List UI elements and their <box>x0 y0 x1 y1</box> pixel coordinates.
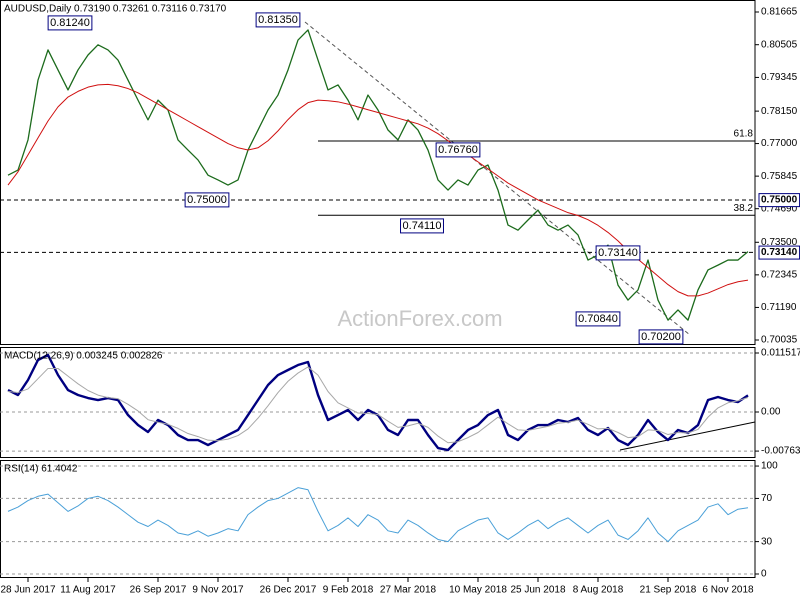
x-tick-label: 28 Jun 2017 <box>0 585 55 596</box>
watermark: ActionForex.com <box>337 306 502 331</box>
series-line <box>7 29 749 321</box>
label-box <box>435 142 481 158</box>
x-tick-label: 27 Mar 2018 <box>380 585 437 596</box>
y-tick-label: 0.00 <box>761 407 781 418</box>
price-annotation: 0.74110 <box>403 220 442 232</box>
panel-border <box>0 0 756 345</box>
y-tick-label: 0.78150 <box>761 106 798 117</box>
price-annotation: 0.70200 <box>641 331 681 343</box>
y-tick-label: 0.011517 <box>761 348 800 359</box>
x-tick-label: 6 Nov 2018 <box>702 585 754 596</box>
label-box <box>255 12 301 28</box>
y-tick-label: 0 <box>761 569 767 580</box>
y-tick-label: 0.71190 <box>761 302 797 313</box>
y-tick-label: 0.75845 <box>761 171 798 182</box>
level-label: 0.73140 <box>761 247 798 258</box>
x-tick-label: 21 Sep 2018 <box>640 585 697 596</box>
x-tick-label: 11 Aug 2017 <box>60 585 116 596</box>
label-box <box>575 311 621 327</box>
x-tick-label: 9 Feb 2018 <box>323 585 374 596</box>
price-annotation: 0.70840 <box>578 313 618 325</box>
panel-title: AUDUSD,Daily 0.73190 0.73261 0.73116 0.7… <box>4 4 227 15</box>
panel-border <box>0 460 756 578</box>
x-tick-label: 9 Nov 2017 <box>192 585 244 596</box>
fib-label: 38.2 <box>734 203 754 214</box>
level-label: 0.75000 <box>761 195 798 206</box>
x-tick-label: 25 Jun 2018 <box>510 585 565 596</box>
price-annotation: 0.73140 <box>598 247 638 259</box>
y-tick-label: 0.81665 <box>761 7 798 18</box>
fib-label: 61.8 <box>734 129 754 140</box>
macd-trend-line <box>619 421 756 451</box>
label-box <box>47 15 93 31</box>
y-tick-label: 0.73500 <box>761 237 798 248</box>
series-line <box>7 366 749 444</box>
x-tick-label: 8 Aug 2018 <box>573 585 624 596</box>
y-tick-label: 70 <box>761 493 773 504</box>
y-tick-label: 0.79345 <box>761 72 798 83</box>
label-box <box>595 245 641 261</box>
x-tick-label: 26 Sep 2017 <box>130 585 187 596</box>
panel-title: MACD(12,26,9) 0.003245 0.002826 <box>4 351 163 362</box>
y-tick-label: 0.80505 <box>761 39 798 50</box>
y-tick-label: 30 <box>761 536 773 547</box>
label-box <box>638 329 684 345</box>
price-annotation: 0.75000 <box>187 194 227 206</box>
price-annotation: 0.81240 <box>50 17 90 29</box>
y-tick-label: 0.70035 <box>761 335 798 346</box>
y-tick-label: 0.74690 <box>761 203 798 214</box>
panel-border <box>0 347 756 458</box>
y-tick-label: 0.77000 <box>761 138 798 149</box>
trend-line <box>304 21 691 336</box>
y-tick-label: 0.72345 <box>761 269 798 280</box>
y-tick-label: 100 <box>761 461 778 472</box>
y-tick-label: -0.00763 <box>761 446 800 457</box>
x-tick-label: 26 Dec 2017 <box>260 585 317 596</box>
price-annotation: 0.76760 <box>438 144 478 156</box>
panel-title: RSI(14) 61.4042 <box>4 464 78 475</box>
price-annotation: 0.81350 <box>258 14 298 26</box>
label-box <box>184 192 230 208</box>
label-box <box>400 218 444 234</box>
x-tick-label: 10 May 2018 <box>449 585 507 596</box>
series-line <box>7 487 749 543</box>
